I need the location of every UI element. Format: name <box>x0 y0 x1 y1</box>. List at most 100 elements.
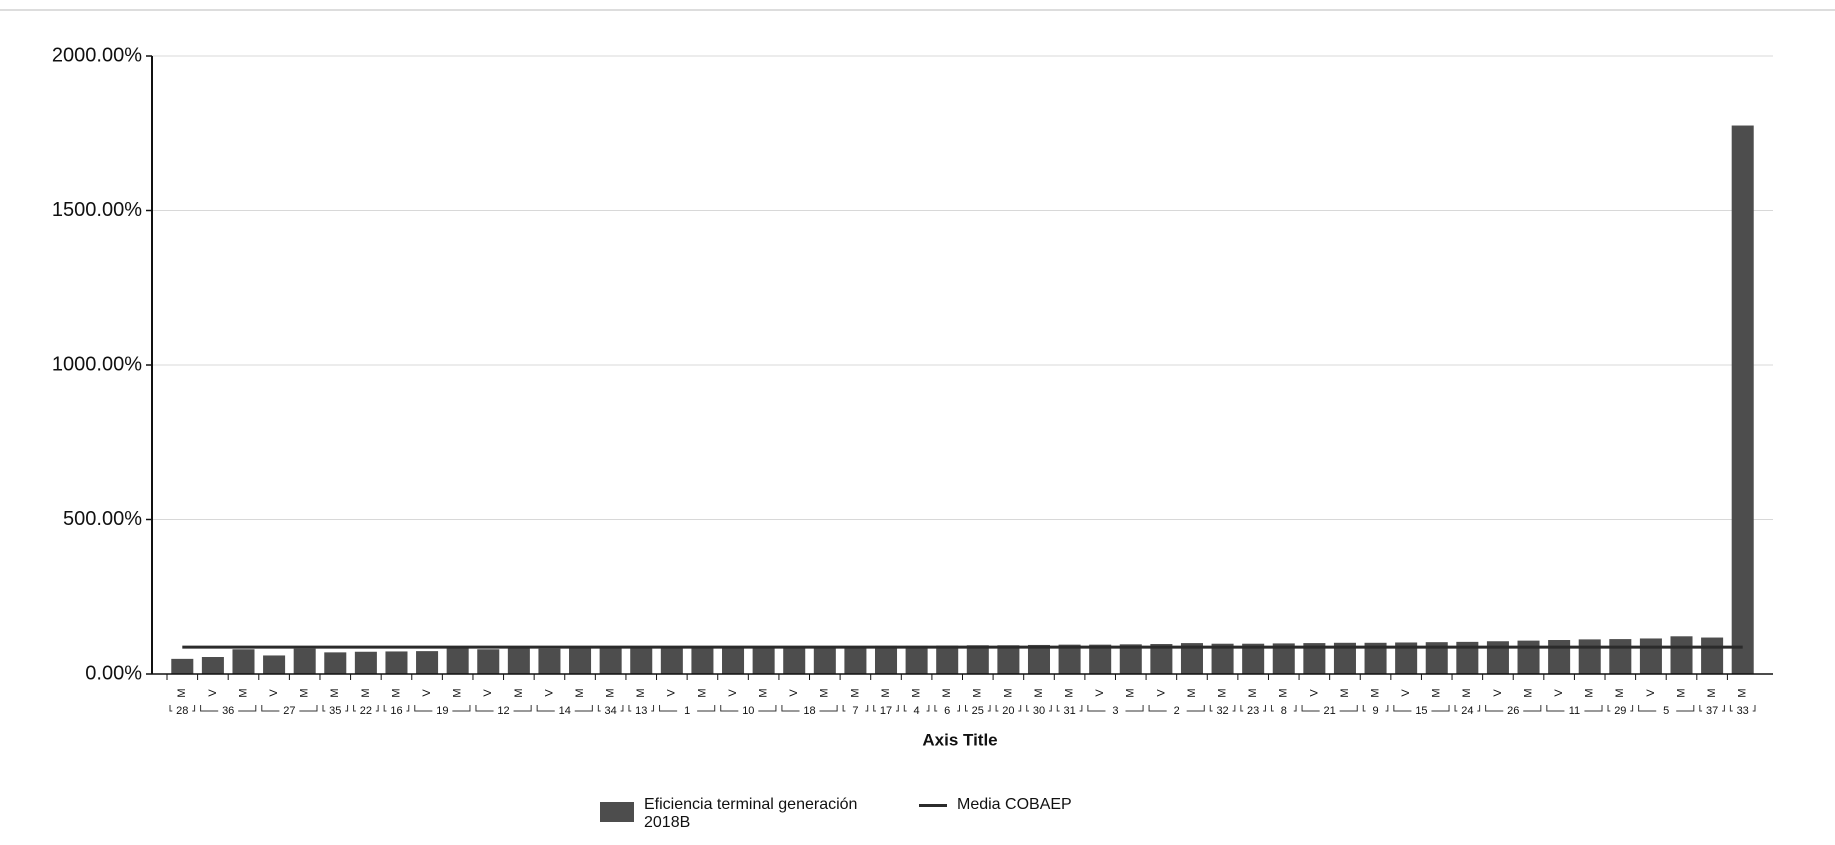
bar <box>813 646 836 674</box>
x-tick-label: M <box>1002 688 1014 697</box>
x-tick-label: M <box>1522 688 1534 697</box>
group-bracket <box>1393 705 1450 712</box>
x-tick-label: V <box>727 689 739 697</box>
bar <box>1456 641 1479 674</box>
group-bracket <box>353 705 379 712</box>
x-tick-label: M <box>1247 688 1259 697</box>
legend-swatch <box>600 802 634 822</box>
bar <box>1517 640 1540 674</box>
group-bracket <box>659 705 716 712</box>
bar <box>936 645 959 674</box>
bar <box>1395 642 1418 674</box>
group-bracket <box>414 705 471 712</box>
group-bracket <box>1699 705 1725 712</box>
bar <box>538 648 561 674</box>
x-tick-label: M <box>880 688 892 697</box>
group-label: 31 <box>1063 705 1075 717</box>
x-tick-label: V <box>1308 689 1320 697</box>
x-tick-label: V <box>1094 689 1106 697</box>
bar <box>691 646 714 674</box>
x-tick-label: M <box>329 688 341 697</box>
x-tick-label: V <box>207 689 219 697</box>
bar <box>416 651 439 674</box>
x-tick-label: M <box>972 688 984 697</box>
x-tick-label: M <box>1278 688 1290 697</box>
x-tick-label: M <box>390 688 402 697</box>
group-label: 6 <box>944 705 950 717</box>
y-tick-label: 1500.00% <box>52 199 142 221</box>
x-tick-label: M <box>1431 688 1443 697</box>
bar <box>660 647 683 674</box>
bar <box>324 652 347 674</box>
group-label: 1 <box>684 705 690 717</box>
bar <box>1303 643 1326 674</box>
group-bracket <box>1148 705 1205 712</box>
x-tick-label: V <box>1155 689 1167 697</box>
bar <box>599 647 622 674</box>
x-tick-label: M <box>819 688 831 697</box>
group-bracket <box>1301 705 1358 712</box>
group-label: 16 <box>390 705 402 717</box>
x-tick-label: V <box>1400 689 1412 697</box>
group-label: 32 <box>1216 705 1228 717</box>
bar <box>905 645 928 674</box>
group-label: 35 <box>329 705 341 717</box>
bar <box>1180 643 1203 674</box>
group-bracket <box>1362 705 1389 712</box>
y-tick-label: 500.00% <box>63 508 142 530</box>
x-tick-label: M <box>1125 688 1137 697</box>
group-label: 10 <box>742 705 754 717</box>
y-tick-label: 1000.00% <box>52 353 142 375</box>
group-bracket <box>1546 705 1603 712</box>
group-bracket <box>1026 705 1052 712</box>
legend-item: Eficiencia terminal generación 2018B <box>600 796 889 832</box>
group-bracket <box>720 705 777 712</box>
group-bracket <box>475 705 532 712</box>
x-tick-label: M <box>1706 688 1718 697</box>
bar <box>263 655 286 674</box>
bar <box>1333 642 1356 674</box>
x-tick-label: M <box>237 688 249 697</box>
bar <box>1242 643 1265 674</box>
bar <box>1731 125 1754 674</box>
bar <box>1425 642 1448 674</box>
group-bracket <box>873 705 899 712</box>
x-tick-label: M <box>1614 688 1626 697</box>
x-tick-label: M <box>849 688 861 697</box>
group-label: 23 <box>1247 705 1259 717</box>
group-label: 26 <box>1507 705 1519 717</box>
x-tick-label: M <box>299 688 311 697</box>
group-label: 3 <box>1112 705 1118 717</box>
group-label: 7 <box>852 705 858 717</box>
x-tick-label: M <box>696 688 708 697</box>
x-tick-label: M <box>758 688 770 697</box>
group-bracket <box>628 705 655 712</box>
x-tick-label: M <box>574 688 586 697</box>
bar <box>1119 644 1142 674</box>
bar <box>446 648 469 674</box>
bar <box>844 646 867 674</box>
group-bracket <box>934 705 960 712</box>
x-tick-label: M <box>1216 688 1228 697</box>
x-tick-label: M <box>635 688 647 697</box>
group-bracket <box>1454 705 1481 712</box>
group-bracket <box>1209 705 1236 712</box>
group-label: 13 <box>635 705 647 717</box>
group-label: 20 <box>1002 705 1014 717</box>
group-bracket <box>842 705 869 712</box>
group-bracket <box>1638 705 1695 712</box>
bar <box>477 649 500 674</box>
x-tick-label: M <box>1186 688 1198 697</box>
bar <box>783 646 806 674</box>
group-bracket <box>1087 705 1144 712</box>
bar <box>1548 640 1571 674</box>
x-tick-label: M <box>360 688 372 697</box>
group-bracket <box>383 705 410 712</box>
bar <box>354 651 377 674</box>
bar <box>1272 643 1295 674</box>
group-label: 9 <box>1372 705 1378 717</box>
group-bracket <box>169 705 196 712</box>
group-label: 30 <box>1033 705 1045 717</box>
group-bracket <box>200 705 257 712</box>
